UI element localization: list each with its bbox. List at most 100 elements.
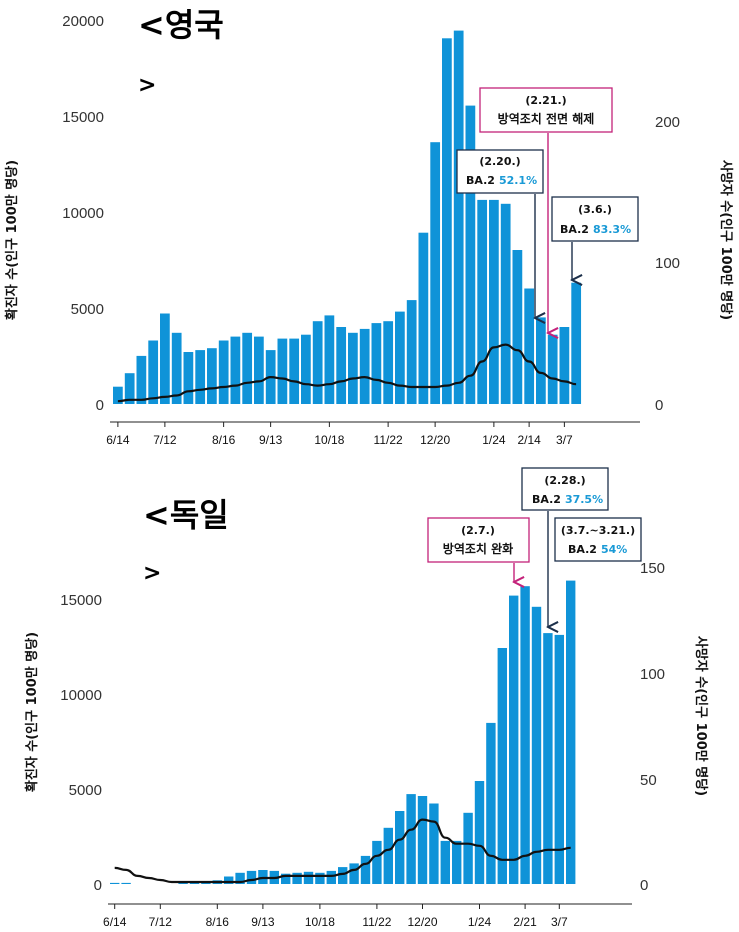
uk-bar (453, 30, 464, 404)
de-annotation-variant-1: (2.28.) BA.2 37.5% (521, 467, 609, 627)
uk-bar (465, 105, 476, 404)
uk-variant-date-1: (2.20.) (479, 155, 520, 168)
uk-x-tick-label: 6/14 (106, 433, 130, 447)
de-y2-tick: 0 (640, 877, 648, 894)
uk-bar (524, 288, 535, 404)
uk-bar (195, 350, 206, 404)
uk-variant-name-2: BA.2 (560, 223, 589, 236)
uk-policy-date: (2.21.) (525, 94, 566, 107)
uk-chart-title: <영국 (138, 6, 224, 44)
uk-x-axis-ticks: 6/14 7/12 8/16 9/13 10/18 11/22 12/20 1/24 2/14 3… (106, 422, 573, 447)
uk-y2-tick: 200 (655, 114, 680, 131)
uk-annotation-policy: (2.21.) 방역조치 전면 해제 (479, 87, 613, 333)
uk-bar (536, 317, 546, 404)
de-variant-name-1: BA.2 (532, 493, 561, 506)
uk-bar (430, 142, 441, 404)
uk-bar (348, 332, 358, 404)
uk-y-tick: 0 (96, 397, 104, 414)
de-bar (360, 855, 371, 884)
de-x-tick-label: 8/16 (206, 915, 230, 929)
uk-x-tick-label: 7/12 (153, 433, 177, 447)
de-variant-date-2: (3.7.~3.21.) (561, 524, 635, 537)
uk-bar (218, 340, 229, 404)
de-y-tick: 0 (94, 877, 102, 894)
de-bar (372, 840, 382, 884)
uk-bar (136, 355, 147, 404)
de-y2-axis: 0 50 100 150 (640, 560, 665, 894)
de-x-tick-label: 6/14 (103, 915, 127, 929)
de-y2-axis-label: 사망자 수(인구 100만 명당) (693, 636, 709, 796)
uk-bar (500, 203, 511, 404)
uk-variant-line-2: BA.2 83.3% (560, 223, 631, 236)
de-variant-pct-1: 37.5% (565, 493, 603, 506)
uk-death-line (117, 343, 577, 403)
uk-bar (559, 327, 570, 404)
uk-y-tick: 15000 (62, 109, 104, 126)
de-bar (121, 882, 131, 884)
uk-bar (183, 352, 194, 404)
uk-x-tick-label: 2/14 (517, 433, 541, 447)
uk-bar (489, 199, 499, 404)
de-variant-name-2: BA.2 (568, 543, 597, 556)
uk-x-tick-label: 8/16 (212, 433, 236, 447)
de-chart: <독일 > 확진자 수(인구 100만 명당) 사망자 수(인구 100만 명당… (24, 467, 709, 929)
de-variant-date-1: (2.28.) (544, 474, 585, 487)
de-bar (406, 794, 416, 884)
de-bar (520, 586, 530, 884)
de-bar (235, 872, 245, 884)
de-bar (543, 633, 553, 884)
uk-bar (277, 338, 288, 404)
de-chart-title: <독일 (143, 496, 229, 534)
uk-annotation-variant-2: (3.6.) BA.2 83.3% (551, 196, 639, 280)
de-y-tick: 15000 (60, 592, 102, 609)
de-bar (417, 796, 428, 884)
de-bar (509, 595, 519, 884)
uk-x-tick-label: 9/13 (259, 433, 283, 447)
de-bar (246, 870, 257, 884)
de-bar (349, 863, 359, 884)
de-annotation-policy: (2.7.) 방역조치 완화 (427, 517, 530, 582)
uk-y2-axis: 0 100 200 (655, 114, 680, 414)
uk-bars (113, 30, 582, 405)
de-variant-line-2: BA.2 54% (568, 543, 627, 556)
uk-bar (383, 321, 394, 404)
uk-bar (324, 315, 335, 404)
uk-x-tick-label: 3/7 (556, 433, 573, 447)
de-bar (383, 827, 393, 884)
uk-chart: <영국 > 확진자 수(인구 100만 명당) 사망자 수(인구 100만 명당… (4, 6, 734, 447)
de-variant-box-2 (554, 517, 642, 562)
uk-bar (406, 300, 417, 404)
uk-y-tick: 10000 (62, 205, 104, 222)
uk-y-axis-label: 확진자 수(인구 100만 명당) (4, 160, 20, 320)
de-x-tick-label: 7/12 (149, 915, 173, 929)
uk-bar (207, 348, 217, 404)
uk-x-tick-label: 10/18 (314, 433, 344, 447)
de-x-tick-label: 9/13 (251, 915, 275, 929)
uk-policy-box (479, 87, 613, 133)
uk-bar (571, 282, 582, 404)
uk-x-tick-label: 11/22 (374, 433, 403, 447)
de-bar (566, 580, 576, 884)
de-bars (110, 580, 576, 884)
uk-bar (395, 311, 405, 404)
de-death-line (114, 818, 571, 884)
de-bar (315, 872, 325, 884)
de-x-tick-label: 12/20 (407, 915, 437, 929)
uk-y-tick: 20000 (62, 13, 104, 30)
uk-bar (547, 334, 558, 404)
uk-bar (160, 313, 170, 404)
de-y-tick: 5000 (69, 782, 102, 799)
de-x-axis-ticks: 6/14 7/12 8/16 9/13 10/18 11/22 12/20 1/24 2/21 3… (103, 904, 568, 929)
de-bar (474, 781, 485, 884)
uk-bar (301, 334, 311, 404)
uk-bar (371, 323, 382, 404)
uk-variant-box-2 (551, 196, 639, 242)
de-y2-tick: 100 (640, 666, 665, 683)
de-bar (303, 871, 314, 884)
uk-y2-tick: 0 (655, 397, 663, 414)
de-variant-box-1 (521, 467, 609, 511)
uk-bar (171, 332, 182, 404)
de-x-tick-label: 2/21 (513, 915, 537, 929)
uk-policy-text: 방역조치 전면 해제 (498, 111, 595, 126)
uk-bar (442, 38, 452, 405)
